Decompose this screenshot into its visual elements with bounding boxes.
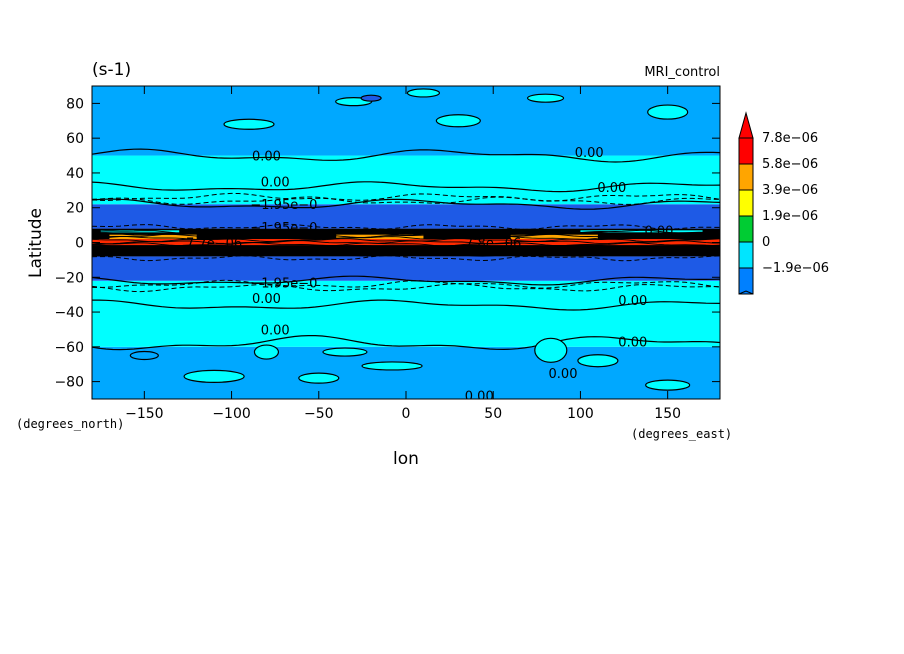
x-tick-label: 50 [484, 406, 502, 422]
contour-label: −1.95e−0 [250, 198, 317, 213]
dashed-contour-line [92, 192, 720, 202]
orange-patch [510, 234, 598, 240]
contour-line [92, 148, 720, 163]
contour-field [92, 86, 720, 399]
y-tick-label: 20 [66, 201, 84, 217]
contour-line [92, 181, 720, 193]
blue-cell [360, 94, 382, 102]
cyan-cell [647, 104, 689, 120]
contour-line [92, 229, 720, 234]
contour-line [92, 242, 720, 247]
y-tick-label: 60 [66, 131, 84, 147]
y-tick-label: −80 [54, 375, 84, 391]
contour-label: −1.95e−0 [250, 221, 317, 236]
zonal-band [92, 280, 720, 347]
y-axis-title: Latitude [26, 208, 46, 278]
dashed-contour-line [92, 279, 720, 289]
colorbar-swatch [738, 241, 754, 269]
colorbar-label: 0 [762, 235, 770, 250]
contour-label: −1.95e−0 [250, 276, 317, 291]
cyan-cell [406, 88, 441, 98]
cyan-cell [253, 344, 280, 360]
contour-label: 0.00 [575, 146, 604, 161]
y-axis: 80 60 40 20 0 −20 −40 −60 −80 [54, 96, 720, 391]
x-tick-label: 100 [567, 406, 594, 422]
contour-line [92, 198, 720, 210]
contour-label: 7.7e−06 [186, 237, 242, 252]
colorbar-under-triangle [738, 290, 754, 295]
x-tick-label: −50 [304, 406, 334, 422]
y-tick-label: −60 [54, 340, 84, 356]
colorbar-label: 7.8e−06 [762, 131, 818, 146]
dashed-contour-line [92, 223, 720, 231]
y-tick-label: 40 [66, 166, 84, 182]
contour-line [92, 231, 720, 236]
colorbar-swatch [738, 189, 754, 217]
cyan-patch [100, 230, 180, 233]
cyan-cell [534, 337, 568, 363]
x-axis: −150 −100 −50 0 50 100 150 [125, 86, 681, 422]
y-tick-label: −40 [54, 305, 84, 321]
cyan-cell [361, 361, 423, 371]
contour-label: 0.00 [465, 390, 494, 405]
colorbar-over-triangle [738, 111, 754, 139]
dashed-contour-line [92, 283, 720, 293]
contour-label: 0.00 [252, 150, 281, 165]
contour-line [92, 246, 720, 251]
contour-label: 0.00 [644, 224, 673, 239]
colorbar-label: 1.9e−06 [762, 209, 818, 224]
orange-patch [109, 234, 197, 240]
zonal-band [92, 86, 720, 156]
contour-label: 0.00 [618, 294, 647, 309]
cyan-cell [322, 347, 368, 357]
x-axis-title: lon [393, 449, 419, 469]
y-units-label: (degrees_north) [16, 417, 124, 431]
contour-line [92, 244, 720, 249]
cyan-cell [526, 93, 565, 103]
colorbar-label: 3.9e−06 [762, 183, 818, 198]
x-tick-label: −100 [212, 406, 250, 422]
y-tick-label: 80 [66, 96, 84, 112]
x-tick-label: −150 [125, 406, 163, 422]
colorbar-swatch [738, 267, 754, 295]
contour-label: 0.00 [549, 367, 578, 382]
cyan-cell [183, 369, 245, 383]
cyan-cell [298, 372, 340, 384]
cyan-cell [435, 114, 481, 128]
cyan-patch [580, 230, 703, 233]
contour-label: 0.00 [597, 181, 626, 196]
cyan-cell [577, 354, 619, 368]
colorbar-swatch [738, 137, 754, 165]
x-tick-label: 0 [402, 406, 411, 422]
colorbar-label: 5.8e−06 [762, 157, 818, 172]
contour-label: 0.00 [618, 336, 647, 351]
y-tick-label: −20 [54, 270, 84, 286]
zonal-band [92, 204, 720, 229]
colorbar-swatch [738, 163, 754, 191]
equatorial-max-band [92, 239, 720, 246]
colorbar-label: −1.9e−06 [762, 261, 829, 276]
cyan-cell [645, 379, 691, 391]
y-tick-label: 0 [75, 236, 84, 252]
contour-label: 0.00 [252, 292, 281, 307]
contour-label: 7.8e−06 [465, 237, 521, 252]
dashed-contour-line [92, 255, 720, 262]
contour-labels: 0.00 0.000.00 0.00−1.95e−0−1.95e−0−1.95e−0… [186, 146, 673, 405]
contour-line [92, 299, 720, 311]
colorbar: 7.8e−06 5.8e−06 3.9e−06 1.9e−06 0 −1.9e−06 [738, 111, 829, 295]
contour-label: 0.00 [261, 176, 290, 191]
zonal-band [92, 155, 720, 205]
x-units-label: (degrees_east) [631, 427, 732, 441]
model-label: MRI_control [644, 65, 720, 80]
units-label: (s-1) [92, 60, 131, 80]
contour-line [92, 335, 720, 351]
cyan-cell [223, 118, 275, 130]
blue-cell [129, 350, 159, 361]
colorbar-swatch [738, 215, 754, 243]
x-tick-label: 150 [654, 406, 681, 422]
contour-label: 0.00 [261, 323, 290, 338]
dashed-contour-line [92, 196, 720, 205]
